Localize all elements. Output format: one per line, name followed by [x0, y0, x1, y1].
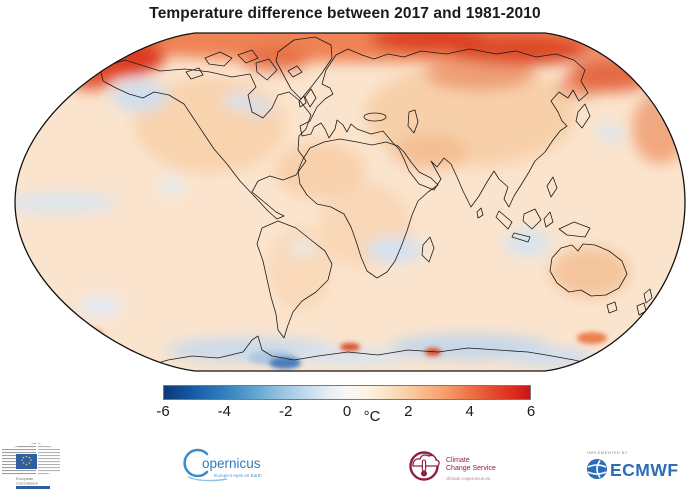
ec-name-line1: European [16, 476, 33, 481]
ec-name-line2: Commission [16, 481, 38, 486]
copernicus-tagline: Europe's eyes on Earth [214, 473, 262, 478]
copernicus-wordmark: opernicus [202, 456, 261, 471]
copernicus-c-arc-icon [183, 448, 209, 478]
colorbar-tick: -2 [278, 403, 293, 420]
ecmwf-wordmark: ECMWF [610, 460, 679, 480]
eu-flag-icon [16, 454, 37, 469]
c3s-name-line2: Change Service [446, 465, 496, 472]
c3s-name-line1: Climate [446, 457, 470, 464]
eu-flag-stars [21, 455, 32, 466]
ecmwf-logo: IMPLEMENTED BY ECMWF [587, 450, 679, 480]
colorbar-tick: 2 [404, 403, 413, 420]
climate-change-service-logo: Climate Change Service climate.copernicu… [409, 451, 496, 481]
chart-title: Temperature difference between 2017 and … [149, 5, 541, 22]
ec-flag-stripes-right [38, 443, 60, 476]
ecmwf-implemented-by: IMPLEMENTED BY [587, 450, 628, 455]
c3s-url: climate.copernicus.eu [446, 476, 491, 481]
colorbar-tick: 4 [465, 403, 474, 420]
c3s-thermometer-icon [421, 459, 427, 472]
european-commission-logo: European Commission [2, 443, 60, 489]
colorbar-tick: -6 [156, 403, 170, 420]
anomaly-field [15, 33, 685, 371]
copernicus-swoosh-icon [187, 476, 228, 482]
c3s-thermometer-bulb-icon [421, 470, 427, 477]
colorbar-tick: 0 [342, 403, 352, 420]
colorbar-ticks: -6 -4 -2 0 2 4 6 [156, 403, 535, 421]
copernicus-logo: opernicus Europe's eyes on Earth [183, 448, 262, 482]
colorbar-tick: -4 [217, 403, 232, 420]
colorbar-tick: 6 [526, 403, 536, 420]
ec-blue-bar [16, 486, 50, 489]
ecmwf-globe-lines [587, 460, 607, 478]
c3s-cloud-icon [412, 454, 440, 467]
colorbar-gradient [163, 385, 531, 400]
map-outline [14, 32, 686, 372]
coastlines [99, 36, 653, 367]
colorbar-unit-label: °C [363, 408, 381, 425]
